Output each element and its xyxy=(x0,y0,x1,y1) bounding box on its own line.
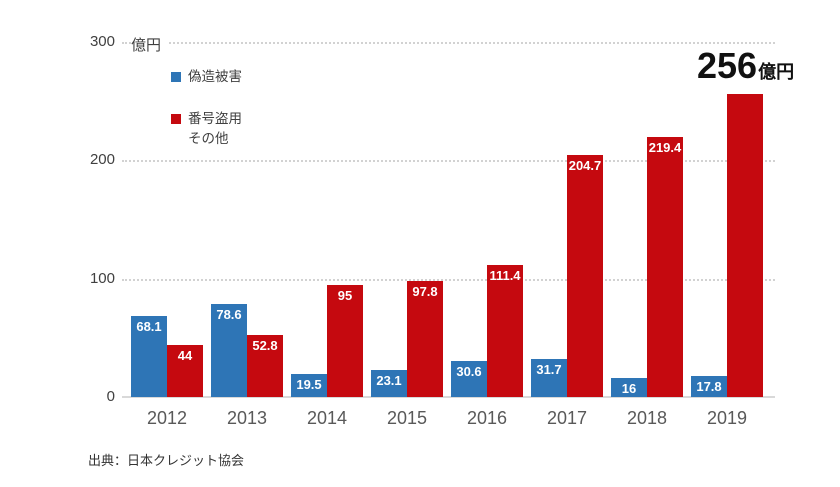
bar-2017-forgery: 31.7 xyxy=(531,359,567,397)
bar-value-label: 219.4 xyxy=(648,140,682,156)
x-axis-tick-2019: 2019 xyxy=(706,408,748,428)
bar-value-label: 68.1 xyxy=(136,319,162,335)
x-axis-line xyxy=(122,396,775,398)
bar-value-label: 97.8 xyxy=(412,284,438,300)
y-axis-tick-0: 0 xyxy=(106,388,115,405)
gridline-100 xyxy=(122,278,775,281)
source-note: 出典：日本クレジット協会 xyxy=(88,453,245,468)
bar-value-label: 52.8 xyxy=(252,337,278,353)
bar-2016-number-theft: 111.4 xyxy=(487,265,523,397)
annotation-value: 256 xyxy=(697,45,758,86)
bar-2012-forgery: 68.1 xyxy=(131,316,167,397)
x-axis-tick-2017: 2017 xyxy=(546,408,588,428)
bar-value-label: 204.7 xyxy=(568,157,602,173)
bar-value-label: 23.1 xyxy=(376,372,402,388)
legend-label-number-theft: 番号盗用 その他 xyxy=(188,109,242,149)
x-axis-tick-2012: 2012 xyxy=(146,408,188,428)
bar-2015-forgery: 23.1 xyxy=(371,369,407,397)
bar-2012-number-theft: 44 xyxy=(167,344,203,397)
bar-value-label: 16 xyxy=(621,381,637,397)
bar-value-label: 95 xyxy=(337,287,353,303)
y-axis-tick-100: 100 xyxy=(89,269,115,287)
y-axis-tick-300: 300 xyxy=(89,33,115,50)
bar-2017-number-theft: 204.7 xyxy=(567,154,603,397)
y-axis-unit-label: 億円 xyxy=(131,34,170,57)
bar-2014-number-theft: 95 xyxy=(327,284,363,397)
bar-2016-forgery: 30.6 xyxy=(451,360,487,397)
y-axis-tick-200: 200 xyxy=(89,151,115,169)
x-axis-tick-2013: 2013 xyxy=(226,408,268,428)
bar-value-label: 44 xyxy=(177,347,193,363)
bar-2019-number-theft xyxy=(727,94,763,397)
bar-2014-forgery: 19.5 xyxy=(291,373,327,397)
legend-label-line2: その他 xyxy=(188,131,229,146)
max-value-annotation: 256 億円 xyxy=(697,45,794,87)
gridline-200 xyxy=(122,160,775,163)
bar-value-label: 17.8 xyxy=(696,378,722,394)
bar-2018-number-theft: 219.4 xyxy=(647,137,683,397)
bar-value-label: 31.7 xyxy=(536,362,562,378)
legend: 偽造被害 番号盗用 その他 xyxy=(171,67,242,171)
bar-value-label: 78.6 xyxy=(216,306,242,322)
legend-label-line1: 番号盗用 xyxy=(188,111,242,126)
legend-item-number-theft: 番号盗用 その他 xyxy=(171,109,242,149)
x-axis-tick-2014: 2014 xyxy=(306,408,348,428)
gridline-300 xyxy=(122,42,775,44)
bar-value-label: 19.5 xyxy=(296,376,322,392)
bar-2013-forgery: 78.6 xyxy=(211,303,247,397)
bar-2019-forgery: 17.8 xyxy=(691,375,727,397)
legend-item-forgery: 偽造被害 xyxy=(171,67,242,87)
annotation-unit: 億円 xyxy=(758,62,795,82)
legend-swatch-red-icon xyxy=(171,114,181,124)
x-axis-tick-2016: 2016 xyxy=(466,408,508,428)
legend-swatch-blue-icon xyxy=(171,72,181,82)
bar-2018-forgery: 16 xyxy=(611,378,647,397)
bar-2013-number-theft: 52.8 xyxy=(247,334,283,397)
x-axis-tick-2015: 2015 xyxy=(386,408,428,428)
legend-label-forgery: 偽造被害 xyxy=(188,69,242,84)
bar-value-label: 111.4 xyxy=(489,268,521,284)
bar-value-label: 30.6 xyxy=(456,363,482,379)
x-axis-tick-2018: 2018 xyxy=(626,408,668,428)
bar-2015-number-theft: 97.8 xyxy=(407,281,443,397)
